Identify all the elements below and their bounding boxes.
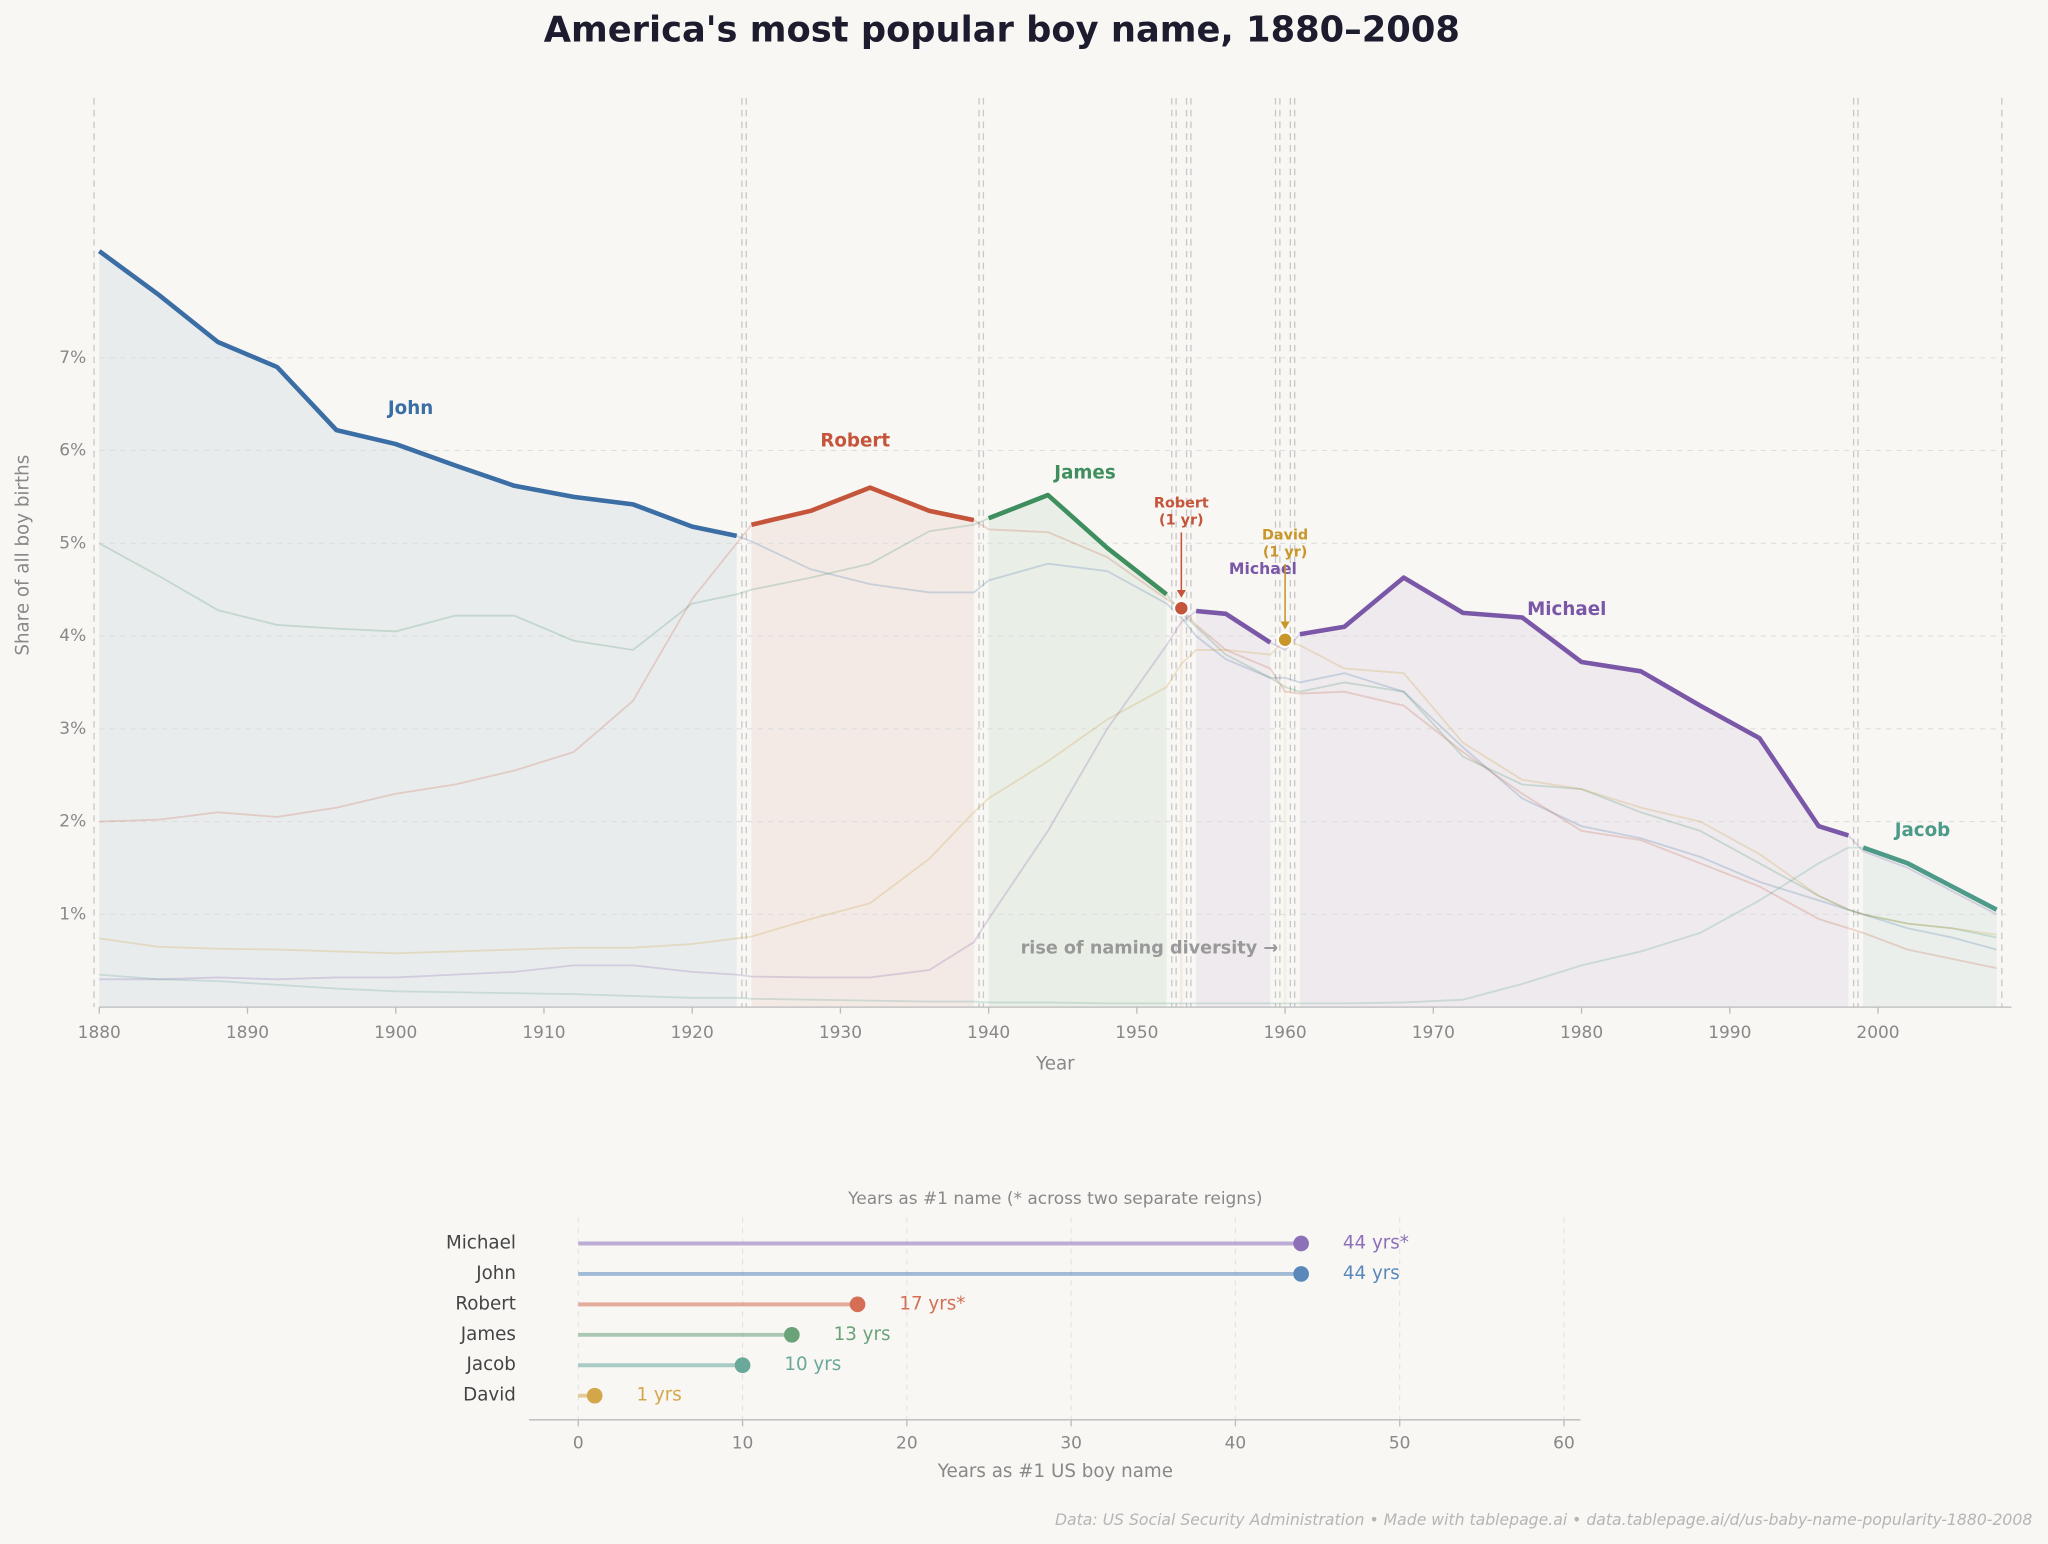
- category-label: Robert: [455, 1293, 516, 1314]
- name-trend-line: [99, 638, 1997, 955]
- x-tick-label: 1960: [1264, 1023, 1307, 1043]
- x-tick-label: 1970: [1412, 1023, 1455, 1043]
- lollipop-dot: [849, 1296, 866, 1313]
- reign-label: James: [1052, 463, 1115, 484]
- x-axis-label: Year: [1035, 1054, 1075, 1075]
- x-tick-label: 1920: [671, 1023, 714, 1043]
- value-label: 1 yrs: [636, 1385, 681, 1406]
- reign-label: Michael: [1527, 599, 1606, 620]
- x-tick-label: 1950: [1115, 1023, 1158, 1043]
- y-tick-label: 5%: [59, 533, 86, 553]
- lollipop-title: Years as #1 name (* across two separate …: [847, 1189, 1262, 1209]
- callout-arrowhead: [1280, 621, 1290, 630]
- reign-line: [1195, 608, 1272, 645]
- category-label: David: [463, 1385, 516, 1406]
- x-tick-label: 40: [1225, 1433, 1247, 1453]
- lollipop-dot: [784, 1326, 800, 1343]
- lollipop-dot: [586, 1387, 603, 1404]
- lollipop-dot: [1293, 1235, 1309, 1252]
- reign-dot: [1173, 600, 1190, 617]
- x-tick-label: 1940: [967, 1023, 1010, 1043]
- x-tick-label: 10: [732, 1433, 754, 1453]
- reign-area: [1863, 847, 1997, 1008]
- name-trend-line: [99, 486, 1997, 970]
- reign-line: [750, 485, 975, 527]
- y-tick-label: 1%: [59, 904, 86, 924]
- x-tick-label: 1890: [226, 1023, 269, 1043]
- category-label: Jacob: [466, 1354, 516, 1375]
- reign-line: [1299, 575, 1850, 838]
- reign-area: [751, 487, 974, 1008]
- y-tick-label: 2%: [59, 812, 86, 832]
- x-tick-label: 1980: [1560, 1023, 1603, 1043]
- footer: Data: US Social Security Administration …: [1055, 1510, 2032, 1529]
- x-tick-label: 60: [1553, 1433, 1575, 1453]
- reign-label: John: [386, 398, 433, 419]
- value-label: 13 yrs: [834, 1324, 891, 1345]
- reign-line: [97, 249, 738, 539]
- x-tick-label: 1930: [819, 1023, 862, 1043]
- lollipop-dot: [1293, 1266, 1309, 1282]
- reign-area: [99, 251, 737, 1008]
- reign-shading: [93, 98, 2003, 1008]
- callout-label: (1 yr): [1263, 544, 1308, 560]
- callout-arrowhead: [1176, 589, 1186, 598]
- x-tick-label: 1910: [522, 1023, 565, 1043]
- value-label: 44 yrs*: [1343, 1233, 1409, 1254]
- callout-label: (1 yr): [1159, 513, 1204, 529]
- reign-area: [1180, 608, 1183, 1008]
- callout-label: David: [1262, 527, 1308, 543]
- y-tick-label: 7%: [59, 348, 86, 368]
- reign-area: [1196, 611, 1271, 1008]
- callout-label: Robert: [1154, 496, 1209, 512]
- x-tick-label: 2000: [1856, 1023, 1899, 1043]
- reign-dot: [1276, 631, 1294, 648]
- x-tick-label: 1990: [1708, 1023, 1751, 1043]
- diversity-note: rise of naming diversity →: [1021, 938, 1279, 958]
- name-trend-line: [99, 846, 1998, 1005]
- reign-line: [987, 492, 1168, 597]
- category-label: John: [475, 1263, 516, 1284]
- x-tick-label: 1900: [374, 1023, 417, 1043]
- reign-label: Jacob: [1893, 820, 1951, 841]
- y-tick-label: 3%: [59, 719, 86, 739]
- y-tick-label: 4%: [59, 626, 86, 646]
- value-label: 10 yrs: [784, 1354, 841, 1375]
- grid: [99, 357, 2012, 915]
- y-axis-label: Share of all boy births: [13, 455, 34, 656]
- x-tick-label: 50: [1389, 1433, 1411, 1453]
- value-label: 44 yrs: [1343, 1263, 1400, 1284]
- x-tick-label: 30: [1060, 1433, 1082, 1453]
- reign-area: [1299, 577, 1849, 1008]
- reign-area: [988, 495, 1167, 1008]
- value-label: 17 yrs*: [899, 1293, 965, 1314]
- x-tick-label: 1880: [78, 1023, 121, 1043]
- reign-label: Robert: [820, 430, 890, 451]
- lollipop-dot: [734, 1357, 751, 1374]
- x-tick-label: 20: [896, 1433, 918, 1453]
- lollipop-x-label: Years as #1 US boy name: [937, 1461, 1173, 1482]
- x-tick-label: 0: [573, 1433, 584, 1453]
- category-label: James: [460, 1324, 516, 1345]
- y-tick-label: 6%: [59, 441, 86, 461]
- reign-line: [1862, 845, 1998, 912]
- reign-label: Michael: [1229, 559, 1297, 578]
- chart-title: America's most popular boy name, 1880–20…: [544, 9, 1460, 50]
- reign-lines: [97, 249, 1998, 912]
- category-label: Michael: [446, 1233, 516, 1254]
- reign-area: [1283, 639, 1287, 1008]
